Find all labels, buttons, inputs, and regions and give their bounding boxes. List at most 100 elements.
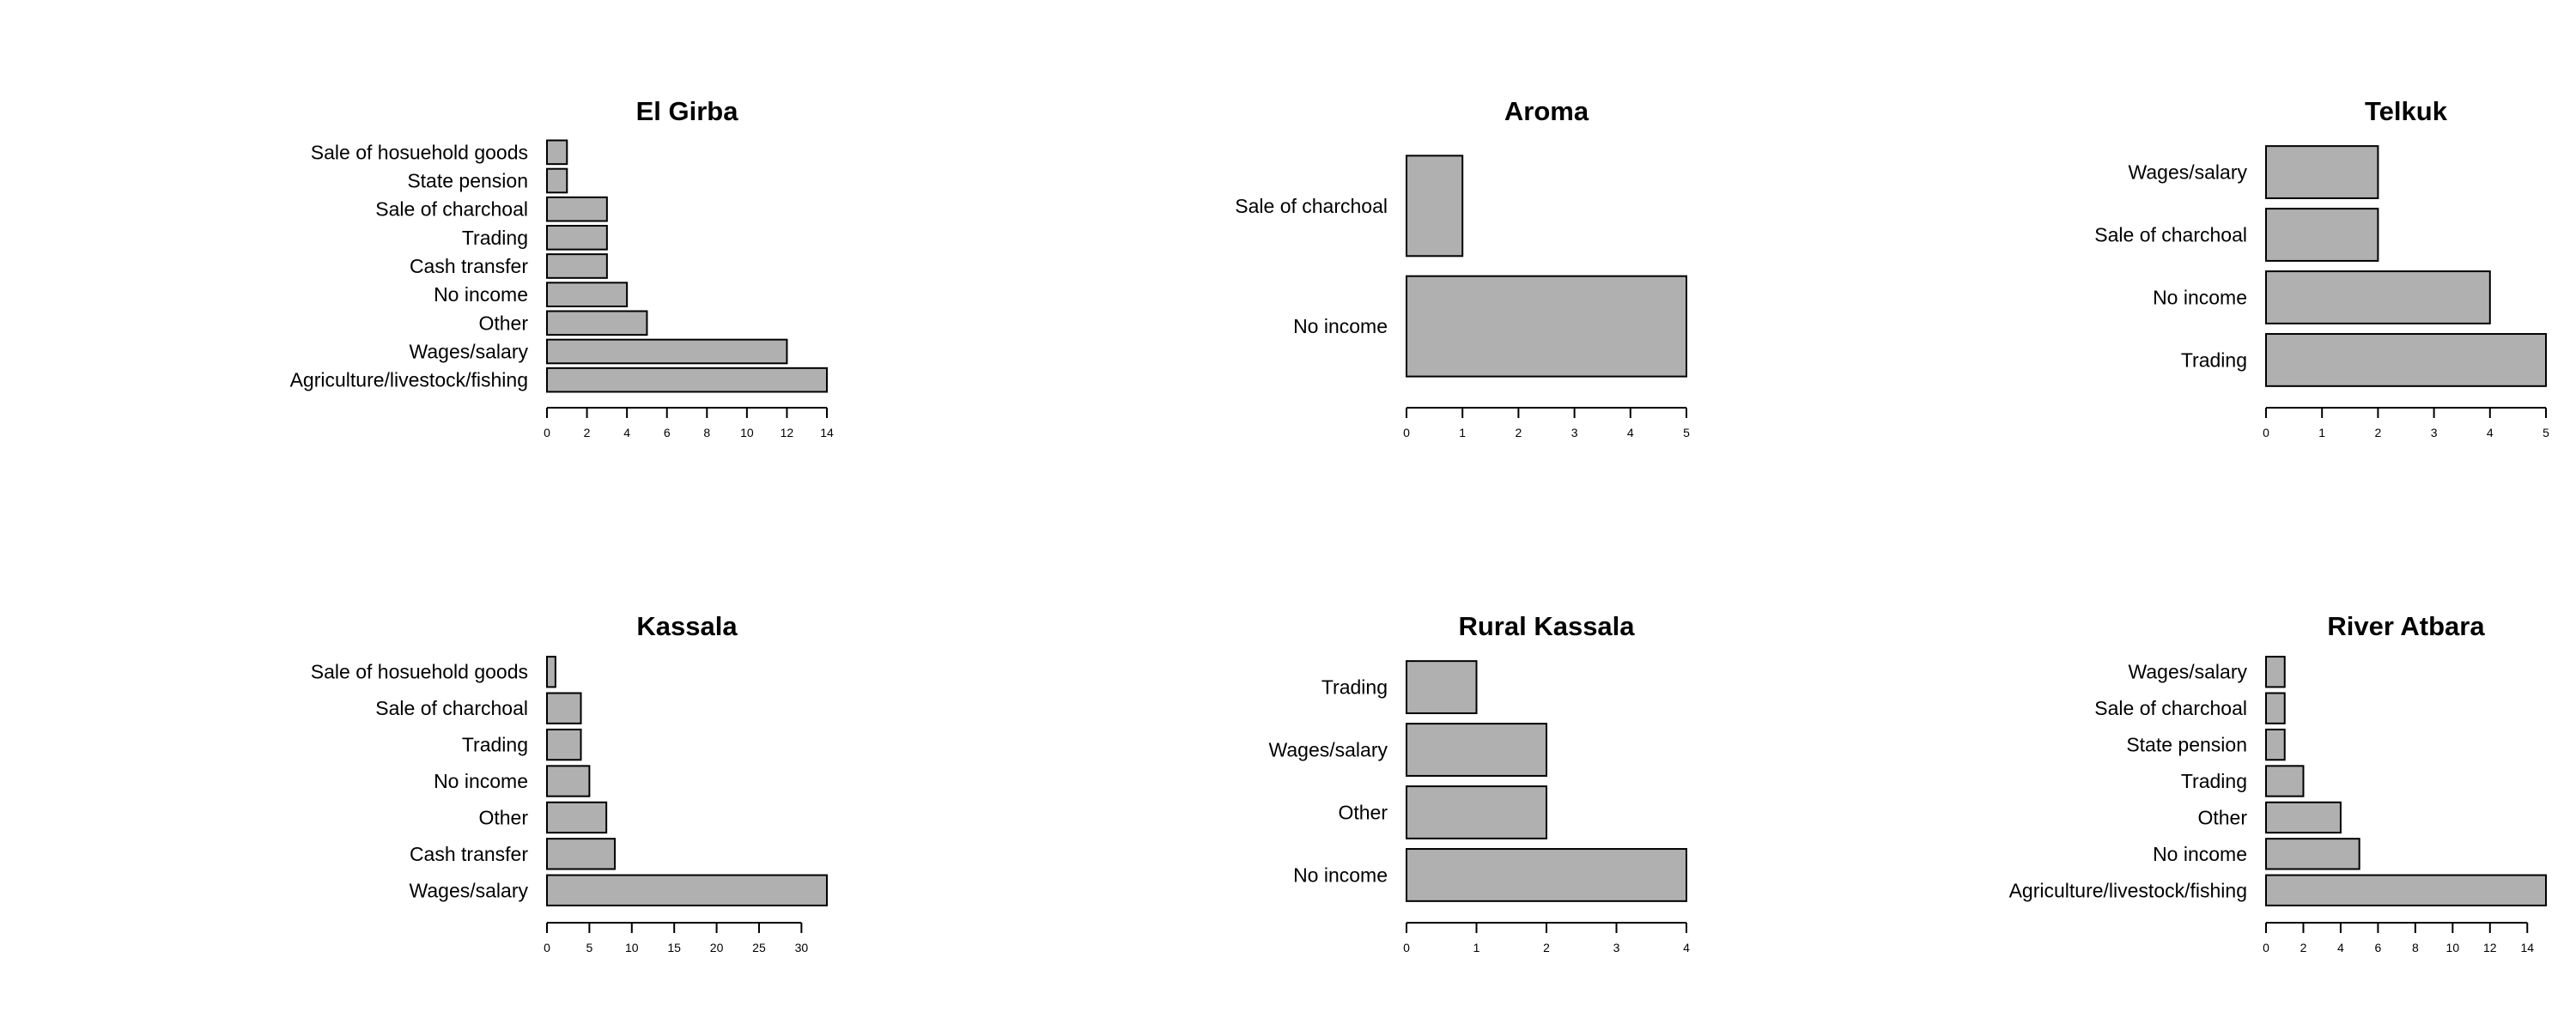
chart-title: River Atbara — [2327, 611, 2485, 641]
chart-panel: Telkuk Trading No income Sale of charchoal W… — [2094, 96, 2549, 439]
category-label: Trading — [462, 227, 528, 249]
x-tick-label: 4 — [2337, 941, 2344, 954]
category-label: Wages/salary — [410, 879, 529, 901]
bar — [546, 874, 828, 906]
chart-title: Telkuk — [2365, 96, 2448, 126]
x-tick-label: 1 — [1473, 941, 1480, 954]
category-label: Agriculture/livestock/fishing — [290, 369, 528, 391]
category-label: Trading — [462, 734, 528, 756]
bar — [2265, 765, 2305, 797]
chart-panel: Rural Kassala No income Other Wages/salary T… — [1269, 611, 1691, 954]
x-tick-label: 0 — [1403, 426, 1410, 439]
x-tick-label: 12 — [781, 426, 794, 439]
category-label: No income — [1293, 315, 1388, 337]
x-tick-label: 14 — [820, 426, 834, 439]
x-tick-label: 3 — [1571, 426, 1578, 439]
x-tick-label: 1 — [2318, 426, 2325, 439]
bar — [546, 139, 568, 166]
x-tick-label: 10 — [625, 941, 639, 954]
x-tick-label: 8 — [703, 426, 710, 439]
x-tick-label: 4 — [2487, 426, 2494, 439]
chart-title: El Girba — [636, 96, 739, 126]
x-tick-label: 0 — [544, 941, 550, 954]
x-tick-label: 10 — [2446, 941, 2460, 954]
category-label: Wages/salary — [410, 340, 529, 362]
category-label: Wages/salary — [1269, 739, 1388, 761]
category-label: Trading — [1321, 676, 1388, 699]
chart-panel: Kassala Wages/salary Cash transfer Other No … — [311, 611, 828, 954]
category-label: Wages/salary — [2129, 661, 2248, 683]
x-tick-label: 12 — [2483, 941, 2497, 954]
x-tick-label: 15 — [667, 941, 681, 954]
bar — [1406, 275, 1687, 378]
x-tick-label: 5 — [1683, 426, 1690, 439]
category-label: Sale of charchoal — [2094, 697, 2247, 719]
category-label: Other — [2197, 806, 2247, 828]
chart-panel: El Girba Agriculture/livestock/fishing Wag… — [290, 96, 834, 439]
x-tick-label: 30 — [795, 941, 809, 954]
bar — [546, 765, 591, 797]
bar — [1406, 785, 1547, 839]
bar — [2265, 874, 2547, 906]
x-tick-label: 6 — [664, 426, 671, 439]
x-tick-label: 4 — [1627, 426, 1634, 439]
category-label: No income — [434, 283, 528, 306]
chart-title: Kassala — [636, 611, 738, 641]
bar — [2265, 801, 2342, 834]
category-label: Trading — [2181, 770, 2247, 792]
bar — [546, 338, 788, 365]
x-tick-label: 6 — [2375, 941, 2382, 954]
category-label: No income — [2153, 843, 2247, 865]
x-tick-label: 2 — [1516, 426, 1522, 439]
x-tick-label: 4 — [623, 426, 630, 439]
chart-title: Rural Kassala — [1458, 611, 1635, 641]
x-tick-label: 1 — [1459, 426, 1466, 439]
bar — [546, 282, 629, 307]
x-tick-label: 2 — [584, 426, 591, 439]
category-label: Trading — [2181, 348, 2247, 371]
bar — [546, 367, 828, 393]
x-tick-label: 20 — [710, 941, 724, 954]
category-label: Other — [478, 312, 528, 334]
x-tick-label: 3 — [1613, 941, 1620, 954]
x-tick-label: 2 — [1543, 941, 1550, 954]
bar — [546, 728, 582, 761]
bar — [2265, 145, 2379, 199]
chart-title: Aroma — [1504, 96, 1589, 126]
bar — [546, 196, 608, 222]
x-tick-label: 2 — [2375, 426, 2382, 439]
category-label: Cash transfer — [410, 843, 528, 865]
x-tick-label: 25 — [752, 941, 766, 954]
bar — [546, 801, 608, 834]
x-tick-label: 8 — [2412, 941, 2419, 954]
x-tick-label: 0 — [2263, 941, 2269, 954]
category-label: Other — [1338, 801, 1388, 823]
bar — [546, 838, 617, 870]
bar — [1406, 848, 1687, 902]
category-label: Other — [478, 806, 528, 828]
category-label: Sale of charchoal — [2094, 224, 2247, 246]
category-label: Sale of hosuehold goods — [311, 661, 528, 683]
x-tick-label: 0 — [1403, 941, 1410, 954]
x-tick-label: 3 — [2431, 426, 2438, 439]
category-label: Sale of charchoal — [375, 697, 528, 719]
category-label: No income — [1293, 863, 1388, 886]
chart-panel: Aroma No income Sale of charchoal 0 1 2 3 4 5 — [1235, 96, 1690, 439]
category-label: State pension — [407, 170, 528, 192]
x-tick-label: 5 — [586, 941, 592, 954]
bar — [1406, 723, 1547, 777]
bar — [546, 253, 608, 279]
category-label: Cash transfer — [410, 255, 528, 277]
bar — [546, 167, 568, 194]
bar — [546, 656, 556, 688]
category-label: No income — [2153, 286, 2247, 308]
bar — [2265, 270, 2491, 324]
bar — [2265, 208, 2379, 262]
category-label: Wages/salary — [2129, 161, 2248, 184]
bar — [546, 310, 648, 336]
category-label: Sale of hosuehold goods — [311, 141, 528, 163]
x-tick-label: 10 — [740, 426, 754, 439]
bar — [1406, 154, 1464, 258]
category-label: Sale of charchoal — [375, 198, 528, 221]
chart-panel: River Atbara Agriculture/livestock/fishin… — [2009, 611, 2547, 954]
